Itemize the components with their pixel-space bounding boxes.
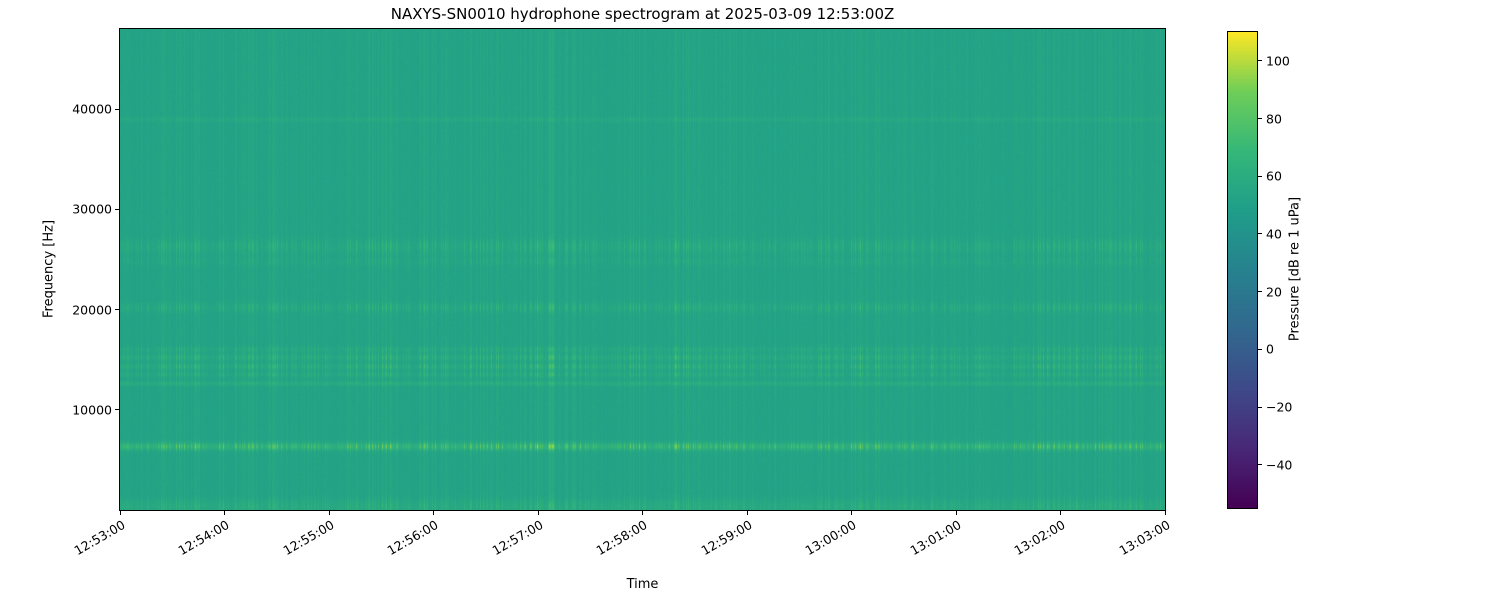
x-tick-mark [642, 511, 643, 515]
y-axis-label: Frequency [Hz] [41, 219, 57, 319]
y-tick-label: 10000 [72, 402, 112, 418]
x-tick-label: 13:00:00 [802, 517, 859, 559]
x-tick-label: 12:59:00 [698, 517, 755, 559]
colorbar-tick-label: 60 [1266, 168, 1282, 184]
x-tick-mark [119, 511, 121, 515]
colorbar-tick-mark [1258, 175, 1262, 177]
y-tick-mark [115, 309, 119, 311]
x-tick-mark [433, 511, 434, 515]
x-tick-mark [537, 511, 539, 515]
colorbar-tick-mark [1258, 233, 1262, 235]
x-tick-label: 13:01:00 [907, 517, 964, 559]
colorbar-tick-label: 40 [1266, 226, 1282, 242]
colorbar-tick-label: 80 [1266, 111, 1282, 127]
x-tick-label: 12:55:00 [280, 517, 337, 559]
x-tick-label: 12:58:00 [593, 517, 650, 559]
x-tick-label: 12:57:00 [489, 517, 546, 559]
colorbar-label: Pressure [dB re 1 uPa] [1287, 196, 1303, 342]
x-tick-mark [955, 511, 957, 515]
colorbar-tick-mark [1258, 464, 1262, 466]
x-tick-mark [746, 511, 748, 515]
plot-area [119, 28, 1166, 511]
x-tick-mark [328, 511, 330, 515]
x-tick-mark [851, 511, 852, 515]
colorbar-tick-mark [1258, 406, 1262, 408]
y-tick-label: 40000 [72, 101, 112, 117]
spectrogram-heatmap [120, 29, 1165, 510]
x-tick-mark [224, 511, 225, 515]
colorbar-tick-mark [1258, 60, 1262, 62]
y-tick-label: 20000 [72, 302, 112, 318]
chart-title: NAXYS-SN0010 hydrophone spectrogram at 2… [390, 5, 895, 23]
y-tick-mark [115, 108, 119, 110]
x-axis-label: Time [626, 577, 659, 592]
colorbar-tick-mark [1258, 118, 1262, 120]
x-tick-mark [1164, 511, 1166, 515]
x-tick-label: 13:02:00 [1011, 517, 1068, 559]
colorbar-tick-label: −40 [1266, 457, 1293, 473]
y-tick-label: 30000 [72, 201, 112, 217]
colorbar-tick-label: 100 [1266, 53, 1290, 69]
x-tick-mark [1060, 511, 1061, 515]
x-tick-label: 12:56:00 [384, 517, 441, 559]
colorbar-tick-label: −20 [1266, 399, 1293, 415]
colorbar-tick-label: 0 [1266, 341, 1274, 357]
colorbar [1227, 31, 1258, 509]
x-tick-label: 12:54:00 [175, 517, 232, 559]
colorbar-tick-label: 20 [1266, 284, 1282, 300]
colorbar-tick-mark [1258, 291, 1262, 293]
x-tick-label: 13:03:00 [1116, 517, 1173, 559]
x-tick-label: 12:53:00 [71, 517, 128, 559]
y-tick-mark [115, 409, 119, 411]
colorbar-tick-mark [1258, 348, 1262, 350]
y-tick-mark [115, 208, 119, 210]
colorbar-gradient [1228, 32, 1257, 508]
